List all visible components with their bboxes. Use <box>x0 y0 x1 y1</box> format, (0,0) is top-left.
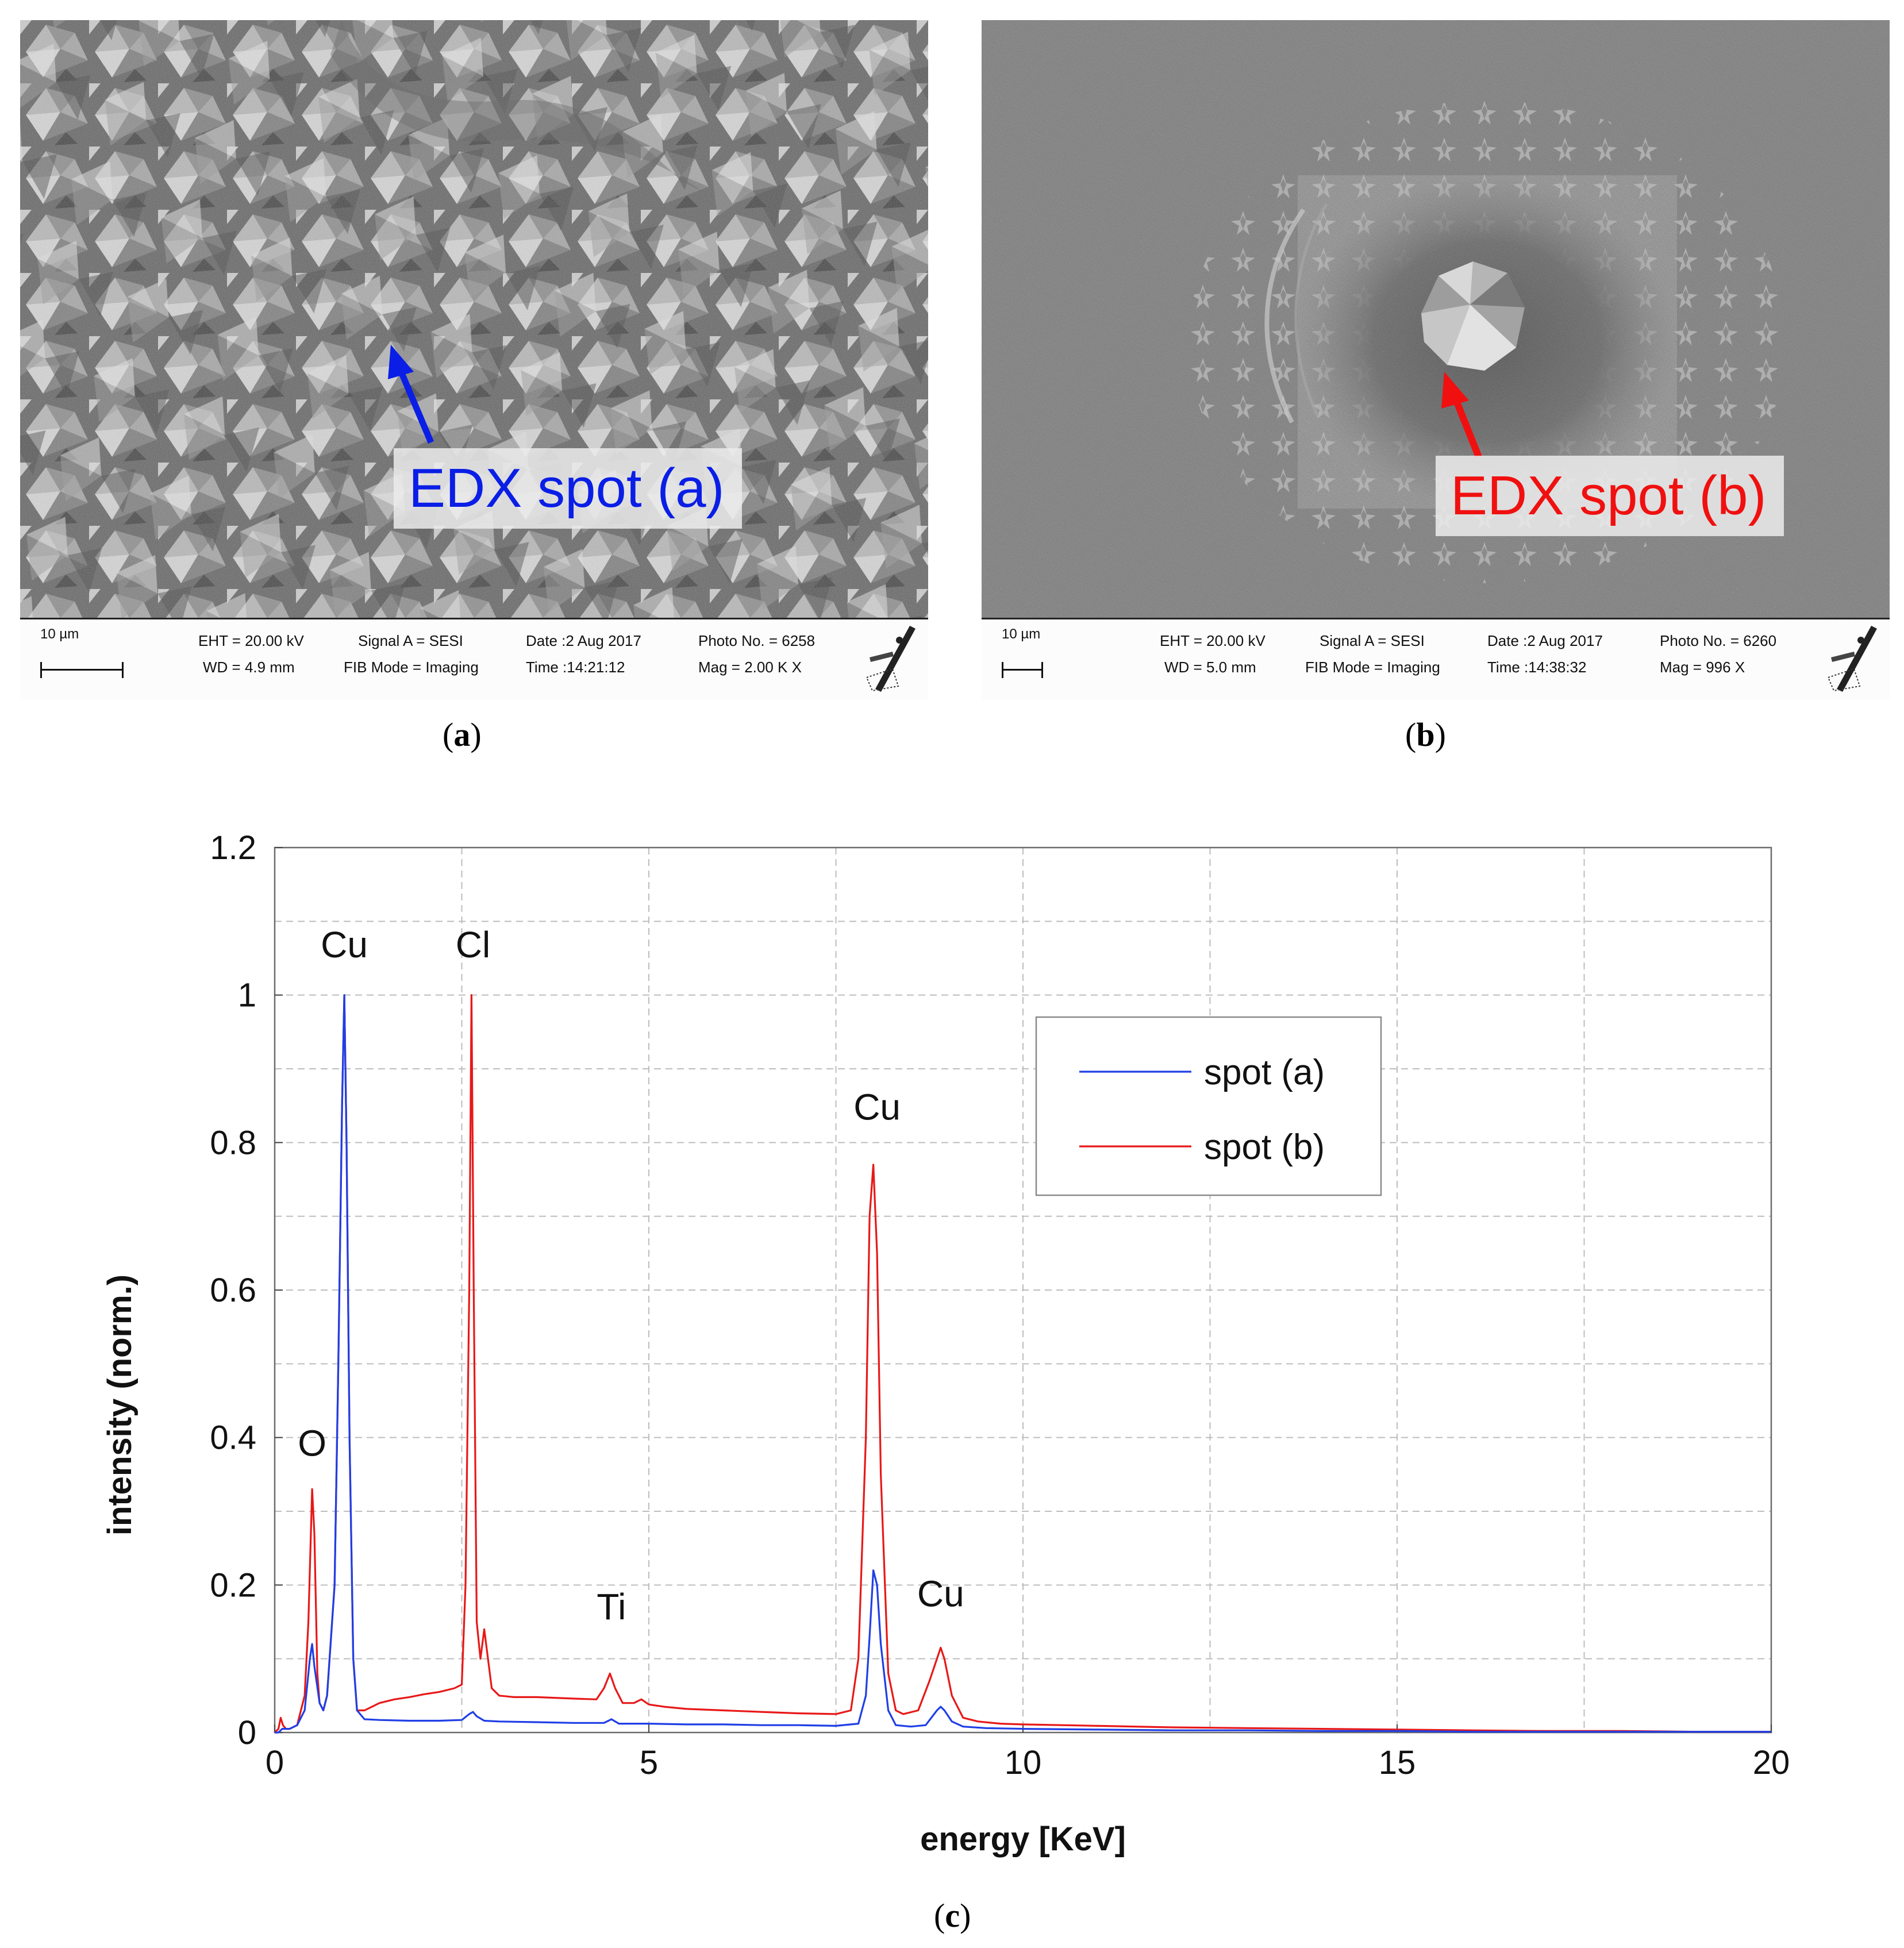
sem-databar-b: 10 µm EHT = 20.00 kV WD = 5.0 mm Signal … <box>982 618 1890 700</box>
scale-bar <box>1002 662 1043 678</box>
y-tick-label: 0.4 <box>210 1419 256 1457</box>
crystal-cluster <box>1421 261 1525 371</box>
peak-label: Cu <box>853 1086 901 1127</box>
grid-lines <box>275 848 1771 1733</box>
time-readout: Time :14:38:32 <box>1487 659 1587 676</box>
x-tick-label: 20 <box>1753 1744 1790 1781</box>
eht-readout: EHT = 20.00 kV <box>198 632 304 649</box>
peak-label: Cl <box>456 924 490 965</box>
data-series <box>274 994 1771 1734</box>
sem-micrograph-a <box>20 20 928 618</box>
edx-spot-label-b: EDX spot (b) <box>1436 456 1784 536</box>
edx-arrow-a <box>388 345 434 444</box>
peak-label: Ti <box>597 1586 626 1627</box>
legend-label: spot (a) <box>1204 1053 1325 1092</box>
series-line <box>275 994 1771 1734</box>
y-tick-label: 0.8 <box>210 1124 256 1161</box>
y-axis-label: intensity (norm.) <box>101 1275 139 1535</box>
sem-databar-a: 10 µm EHT = 20.00 kV WD = 4.9 mm Signal … <box>20 618 928 700</box>
peak-label: Cu <box>917 1573 964 1614</box>
y-tick-label: 1.2 <box>210 829 256 867</box>
peak-label: Cu <box>321 924 368 965</box>
x-tick-label: 10 <box>1005 1744 1042 1781</box>
x-tick-label: 15 <box>1379 1744 1416 1781</box>
peak-annotations: Cu Cl O Ti Cu Cu <box>298 924 964 1627</box>
edx-spot-label-a: EDX spot (a) <box>394 448 742 529</box>
photo-number-readout: Photo No. = 6258 <box>698 632 816 649</box>
peak-label: O <box>298 1423 326 1464</box>
scale-bar <box>40 662 124 678</box>
photo-number-readout: Photo No. = 6260 <box>1660 632 1777 649</box>
date-readout: Date :2 Aug 2017 <box>526 632 641 649</box>
magnification-readout: Mag = 2.00 K X <box>698 659 802 676</box>
x-tick-label: 0 <box>266 1744 284 1781</box>
legend-box <box>1035 1016 1382 1196</box>
sem-image-panel-a: EDX spot (a) 10 µm EHT = 20.00 kV WD = 4… <box>20 20 928 700</box>
y-tick-label: 0.2 <box>210 1566 256 1604</box>
signal-readout: Signal A = SESI <box>1320 632 1425 649</box>
edx-spectrum-chart: 0 5 10 15 20 0 0.2 0.4 0.6 0.8 1 1.2 Cu Cl O Ti Cu Cu sp… <box>101 829 1790 1858</box>
edx-arrow-b <box>1441 372 1482 459</box>
time-readout: Time :14:21:12 <box>526 659 625 676</box>
sem-image-panel-b: EDX spot (b) 10 µm EHT = 20.00 kV WD = 5… <box>982 20 1890 700</box>
scale-label: 10 µm <box>40 626 79 642</box>
date-readout: Date :2 Aug 2017 <box>1487 632 1603 649</box>
fib-mode-readout: FIB Mode = Imaging <box>1305 659 1440 676</box>
signal-readout: Signal A = SESI <box>358 632 463 649</box>
instrument-logo-icon <box>866 626 916 692</box>
legend: spot (a) spot (b) <box>1035 1016 1382 1196</box>
eht-readout: EHT = 20.00 kV <box>1160 632 1266 649</box>
axes: 0 5 10 15 20 0 0.2 0.4 0.6 0.8 1 1.2 <box>210 829 1790 1781</box>
panel-caption-a: (a) <box>443 716 482 753</box>
panel-caption-c: (c) <box>934 1897 971 1934</box>
scale-label: 10 µm <box>1002 626 1041 642</box>
panel-caption-b: (b) <box>1405 716 1446 753</box>
wd-readout: WD = 4.9 mm <box>203 659 295 676</box>
y-tick-label: 1 <box>238 977 256 1014</box>
fib-mode-readout: FIB Mode = Imaging <box>344 659 479 676</box>
magnification-readout: Mag = 996 X <box>1660 659 1745 676</box>
y-tick-label: 0.6 <box>210 1272 256 1309</box>
x-axis-label: energy [KeV] <box>920 1820 1126 1858</box>
legend-label: spot (b) <box>1204 1127 1325 1167</box>
wd-readout: WD = 5.0 mm <box>1164 659 1256 676</box>
x-tick-label: 5 <box>640 1744 658 1781</box>
instrument-logo-icon <box>1827 626 1877 692</box>
y-tick-label: 0 <box>238 1714 256 1751</box>
